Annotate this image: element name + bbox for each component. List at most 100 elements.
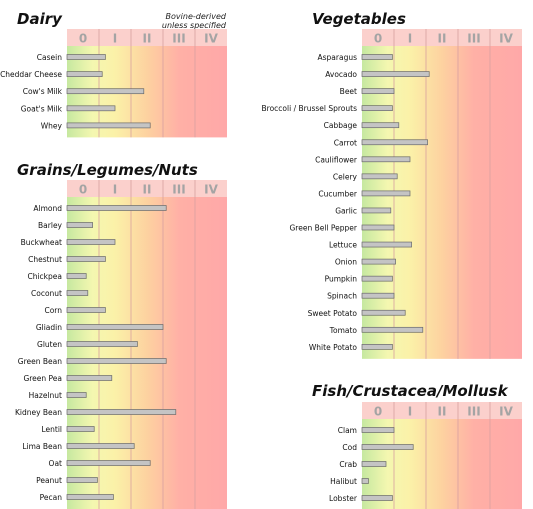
bar bbox=[66, 290, 89, 296]
category-label: Green Bell Pepper bbox=[290, 224, 358, 233]
note-line-2: unless specified bbox=[161, 21, 226, 30]
bar bbox=[361, 309, 406, 316]
category-label: Chickpea bbox=[27, 272, 62, 281]
bar bbox=[66, 409, 177, 415]
category-label: Avocado bbox=[325, 70, 357, 79]
bar bbox=[66, 375, 113, 381]
bar bbox=[66, 426, 95, 432]
bar bbox=[361, 54, 393, 60]
class-label: 0 bbox=[79, 32, 87, 46]
bar bbox=[361, 478, 369, 484]
category-label: Cucumber bbox=[318, 189, 358, 198]
bar bbox=[66, 71, 103, 77]
bar bbox=[361, 173, 398, 180]
class-label: I bbox=[113, 183, 117, 197]
category-label: Coconut bbox=[31, 289, 62, 298]
bar bbox=[361, 88, 395, 94]
header-strip bbox=[67, 180, 227, 197]
category-label: Onion bbox=[335, 258, 357, 267]
category-label: Tomato bbox=[329, 326, 358, 335]
bar bbox=[66, 324, 164, 330]
bar bbox=[361, 71, 430, 77]
bar bbox=[66, 122, 151, 129]
category-label: Cauliflower bbox=[315, 155, 358, 164]
bar bbox=[66, 358, 167, 364]
bar bbox=[66, 88, 145, 95]
category-label: Kidney Bean bbox=[15, 408, 62, 417]
class-label: II bbox=[143, 32, 152, 46]
category-label: Corn bbox=[44, 306, 62, 315]
category-label: White Potato bbox=[309, 343, 358, 352]
class-label: I bbox=[408, 405, 412, 419]
class-background bbox=[67, 197, 227, 509]
category-label: Asparagus bbox=[318, 53, 358, 62]
category-label: Spinach bbox=[327, 292, 357, 301]
bar bbox=[66, 222, 93, 228]
category-label: Chestnut bbox=[28, 255, 62, 264]
class-label: II bbox=[438, 32, 447, 46]
class-label: IV bbox=[204, 183, 218, 197]
category-label: Lentil bbox=[41, 425, 62, 434]
class-label: III bbox=[172, 32, 185, 46]
bar bbox=[361, 258, 396, 265]
bar bbox=[66, 256, 106, 262]
class-label: III bbox=[467, 32, 480, 46]
bar bbox=[361, 292, 395, 299]
bar bbox=[361, 122, 400, 129]
category-label: Green Pea bbox=[23, 374, 62, 383]
bar bbox=[66, 205, 167, 211]
category-label: Whey bbox=[41, 121, 63, 130]
category-label: Almond bbox=[33, 204, 62, 213]
class-label: III bbox=[172, 183, 185, 197]
bar bbox=[361, 241, 412, 248]
category-label: Beet bbox=[340, 87, 357, 96]
header-strip bbox=[362, 402, 522, 419]
bar bbox=[361, 139, 428, 146]
bar bbox=[66, 307, 106, 313]
category-label: Cod bbox=[342, 443, 357, 452]
bar bbox=[361, 190, 411, 197]
class-label: IV bbox=[499, 405, 513, 419]
category-label: Buckwheat bbox=[21, 238, 62, 247]
bar bbox=[66, 494, 114, 500]
category-label: Lettuce bbox=[329, 241, 357, 250]
category-label: Broccoli / Brussel Sprouts bbox=[262, 104, 358, 113]
bar bbox=[361, 156, 411, 163]
class-background bbox=[362, 419, 522, 509]
header-strip bbox=[362, 29, 522, 46]
category-label: Oat bbox=[49, 459, 62, 468]
bar bbox=[361, 344, 393, 350]
bar bbox=[66, 239, 116, 245]
category-label: Carrot bbox=[334, 138, 357, 147]
class-label: 0 bbox=[79, 183, 87, 197]
category-label: Sweet Potato bbox=[308, 309, 358, 318]
class-background bbox=[362, 46, 522, 359]
category-label: Cheddar Cheese bbox=[0, 70, 62, 79]
panel-title: Fish/Crustacea/Mollusk bbox=[312, 382, 508, 400]
class-label: II bbox=[143, 183, 152, 197]
bar bbox=[361, 105, 393, 112]
bar bbox=[66, 273, 87, 279]
bar bbox=[66, 341, 138, 347]
bar bbox=[361, 495, 393, 501]
class-label: I bbox=[113, 32, 117, 46]
class-label: 0 bbox=[374, 405, 382, 419]
panel-title: Grains/Legumes/Nuts bbox=[17, 161, 198, 179]
category-label: Clam bbox=[338, 426, 357, 435]
panel-title: Dairy bbox=[17, 10, 62, 28]
bar bbox=[361, 326, 424, 333]
bar bbox=[66, 460, 151, 466]
bar bbox=[66, 443, 135, 449]
category-label: Green Bean bbox=[18, 357, 62, 366]
category-label: Casein bbox=[37, 53, 62, 62]
bar bbox=[66, 477, 98, 483]
category-label: Pecan bbox=[40, 493, 63, 502]
bar bbox=[361, 275, 393, 282]
class-label: III bbox=[467, 405, 480, 419]
bar bbox=[361, 461, 387, 467]
category-label: Cabbage bbox=[324, 121, 358, 130]
category-label: Lobster bbox=[329, 494, 358, 503]
note: Bovine-derived unless specified bbox=[162, 12, 226, 30]
bar bbox=[66, 392, 87, 398]
